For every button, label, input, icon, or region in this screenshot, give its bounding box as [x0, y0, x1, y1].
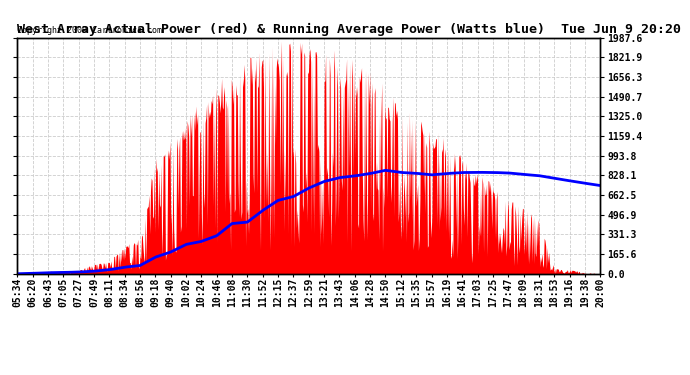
Text: West Array Actual Power (red) & Running Average Power (Watts blue)  Tue Jun 9 20: West Array Actual Power (red) & Running …	[17, 23, 681, 36]
Text: Copyright 2009 Cartronics.com: Copyright 2009 Cartronics.com	[17, 26, 162, 35]
